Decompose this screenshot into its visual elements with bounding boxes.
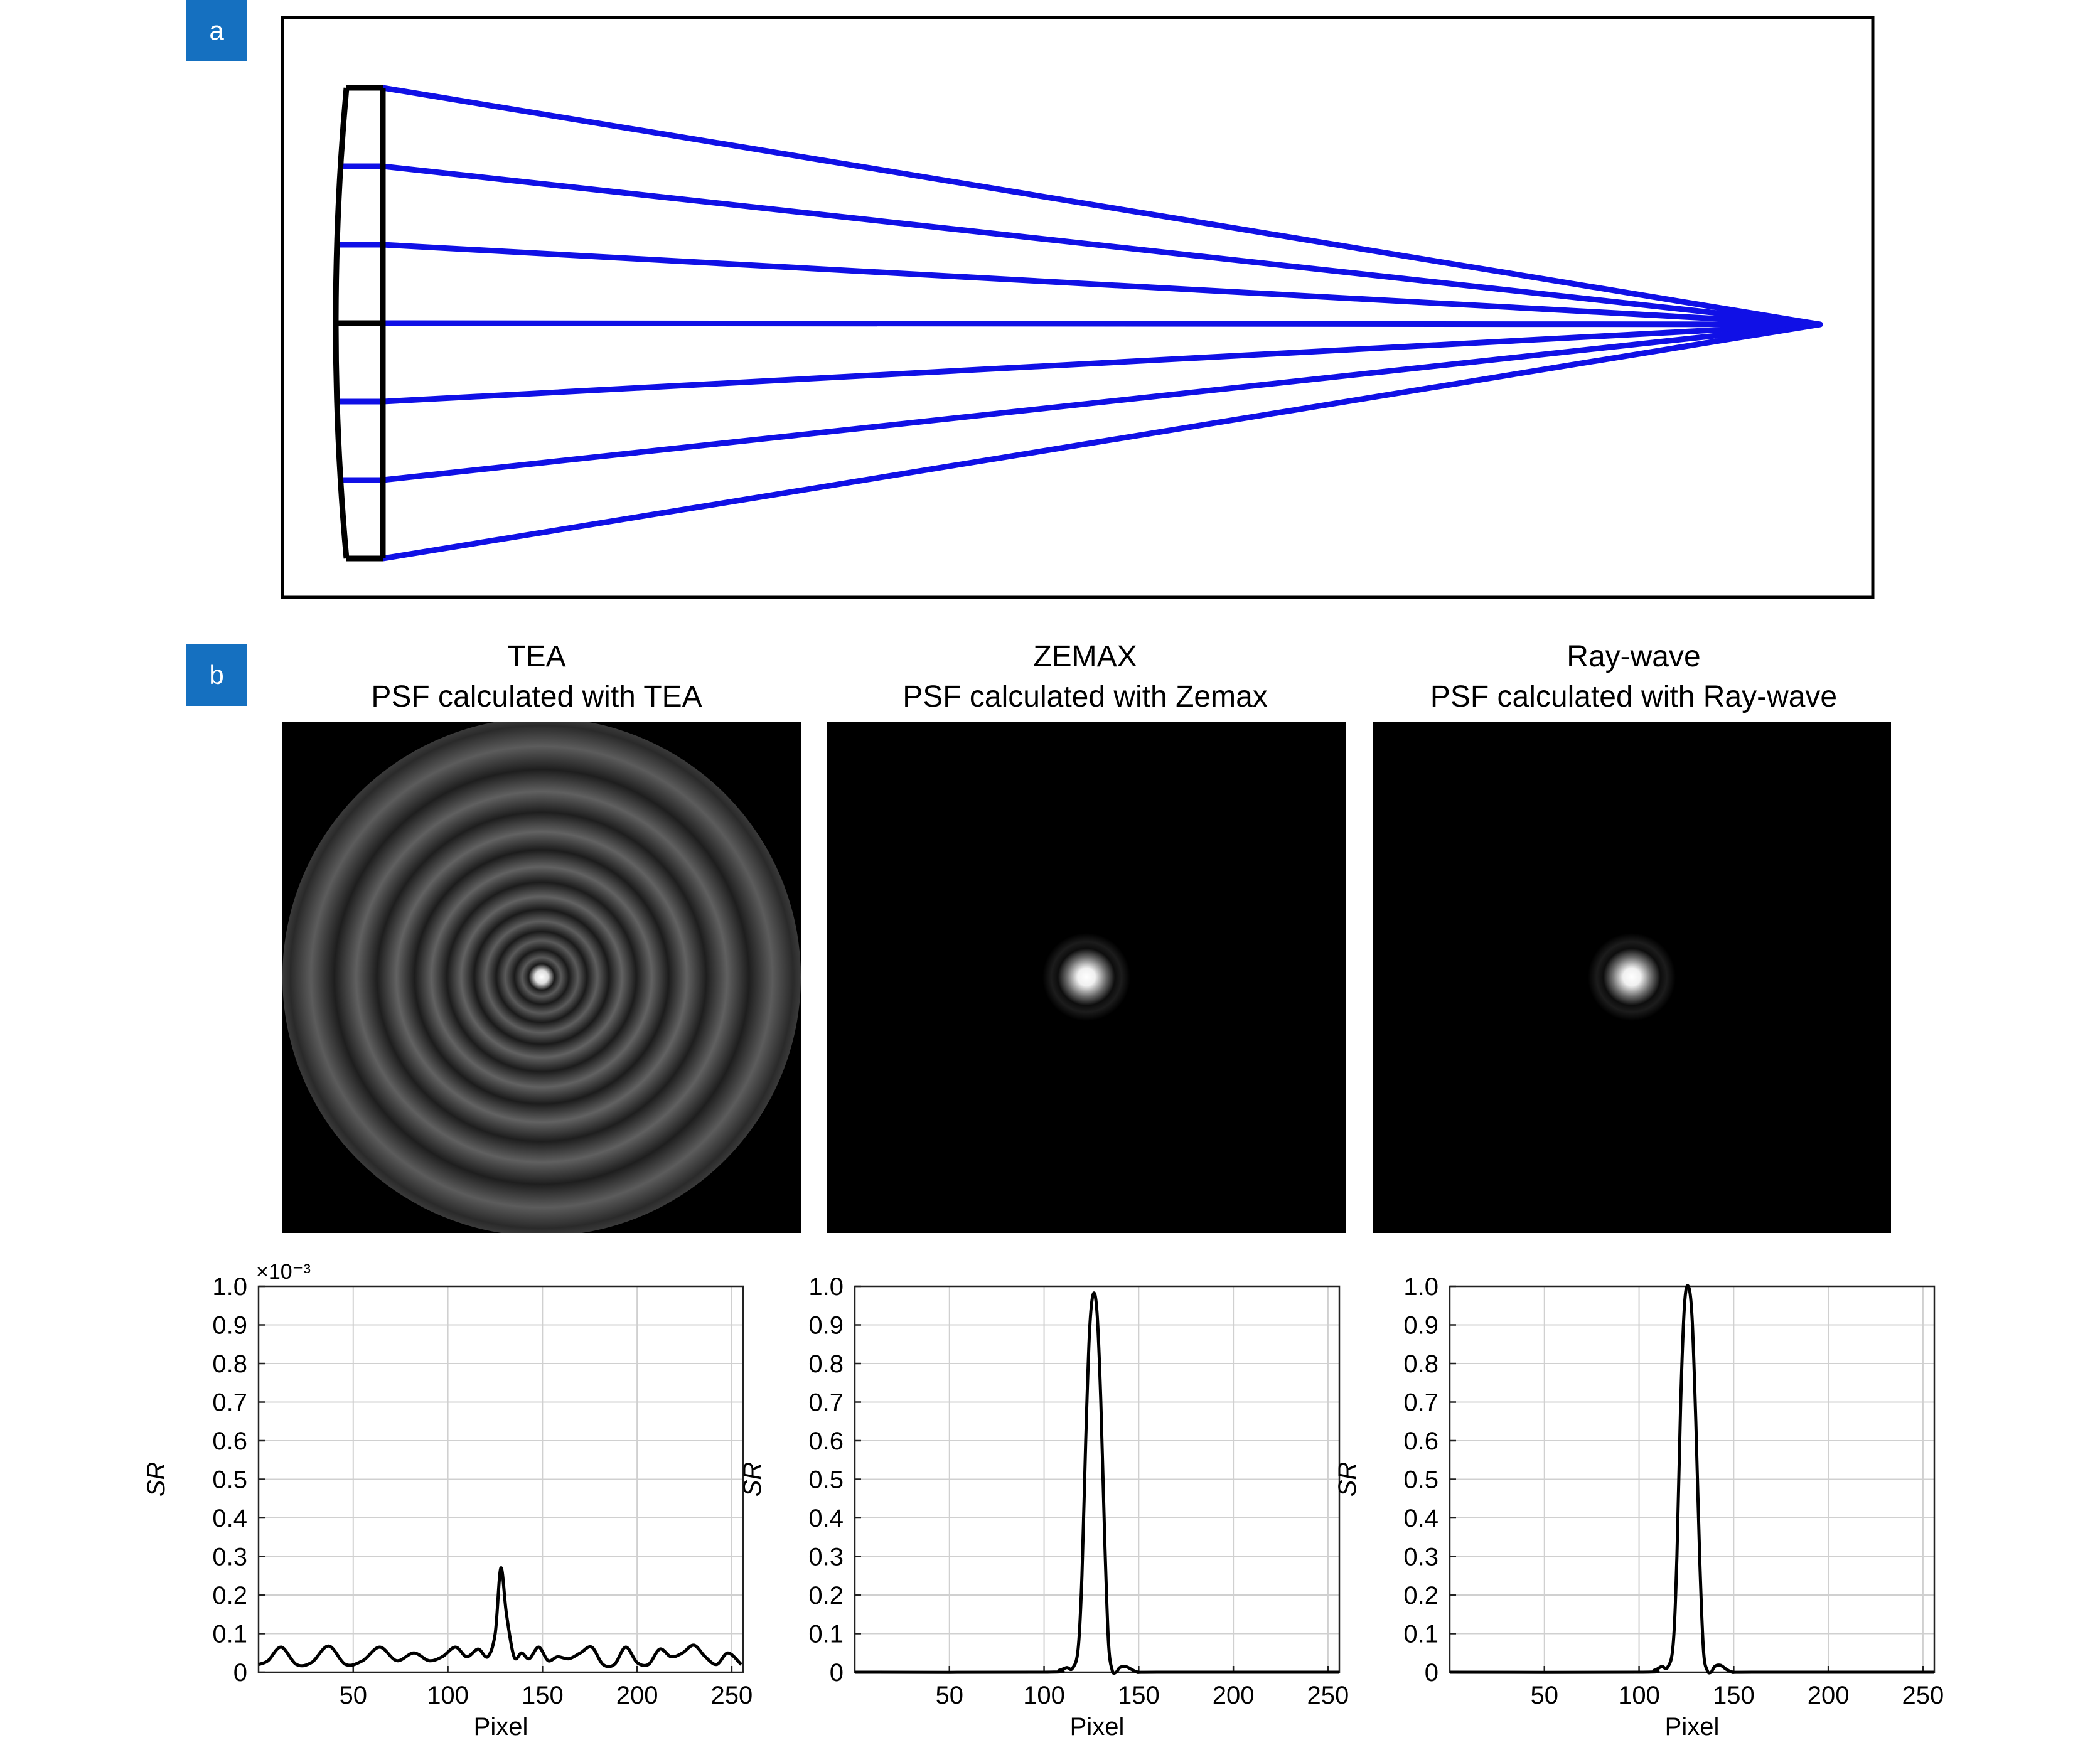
psf-title-zemax-main: ZEMAX <box>1033 640 1137 673</box>
y-tick-label-3: 0.3 <box>808 1544 844 1571</box>
y-tick-label-7: 0.7 <box>1403 1389 1438 1417</box>
y-tick-label-4: 0.4 <box>212 1505 247 1532</box>
x-tick-label-200: 200 <box>616 1682 658 1709</box>
ray-7 <box>380 321 1823 562</box>
y-tick-label-7: 0.7 <box>212 1389 247 1417</box>
psf-title-raywave-sub: PSF calculated with Ray-wave <box>1430 680 1838 713</box>
y-tick-label-5: 0.5 <box>1403 1466 1438 1494</box>
y-tick-label-7: 0.7 <box>808 1389 844 1417</box>
x-tick-label-100: 100 <box>1618 1682 1660 1709</box>
y-tick-label-10: 1.0 <box>212 1273 247 1301</box>
y-tick-label-0: 0 <box>233 1659 247 1687</box>
x-axis-label: Pixel <box>474 1713 528 1741</box>
x-tick-label-50: 50 <box>936 1682 964 1709</box>
ray-1 <box>380 85 1823 328</box>
x-tick-label-200: 200 <box>1213 1682 1255 1709</box>
y-tick-label-8: 0.8 <box>212 1350 247 1378</box>
x-tick-label-100: 100 <box>427 1682 469 1709</box>
sr-curve-raywave <box>1449 1284 1934 1675</box>
ray-trace-diagram <box>281 16 1875 599</box>
psf-title-zemax: ZEMAX PSF calculated with Zemax <box>803 637 1368 717</box>
y-tick-label-5: 0.5 <box>212 1466 247 1494</box>
x-axis-label: Pixel <box>1070 1713 1125 1741</box>
panel-b-badge: b <box>186 644 247 706</box>
y-tick-label-6: 0.6 <box>808 1427 844 1455</box>
x-tick-label-100: 100 <box>1023 1682 1065 1709</box>
y-tick-label-4: 0.4 <box>1403 1505 1438 1532</box>
y-tick-label-9: 0.9 <box>212 1312 247 1340</box>
psf-title-tea-sub: PSF calculated with TEA <box>371 680 702 713</box>
x-axis-label: Pixel <box>1665 1713 1720 1741</box>
y-tick-label-2: 0.2 <box>212 1582 247 1609</box>
x-tick-label-250: 250 <box>1307 1682 1349 1709</box>
y-tick-label-10: 1.0 <box>808 1273 844 1301</box>
psf-title-raywave-main: Ray-wave <box>1567 640 1701 673</box>
zemax-airy-spot <box>1042 933 1130 1021</box>
psf-image-zemax <box>827 722 1346 1233</box>
y-axis-label: SR <box>142 1462 170 1497</box>
lens-element <box>333 85 386 562</box>
y-tick-label-6: 0.6 <box>1403 1427 1438 1455</box>
tea-diffraction-rings <box>282 722 801 1233</box>
ray-4 <box>380 320 1823 328</box>
y-multiplier-label: ×10⁻³ <box>256 1260 311 1284</box>
y-tick-label-2: 0.2 <box>1403 1582 1438 1609</box>
y-tick-label-5: 0.5 <box>808 1466 844 1494</box>
y-tick-label-4: 0.4 <box>808 1505 844 1532</box>
x-tick-label-50: 50 <box>340 1682 368 1709</box>
light-rays <box>335 85 1823 562</box>
ray-6 <box>380 321 1823 483</box>
y-tick-label-3: 0.3 <box>212 1544 247 1571</box>
y-axis-label: SR <box>739 1462 766 1497</box>
x-tick-label-250: 250 <box>711 1682 753 1709</box>
psf-image-tea <box>282 722 801 1233</box>
y-axis-label: SR <box>1334 1462 1361 1497</box>
psf-image-raywave <box>1373 722 1891 1233</box>
psf-title-raywave: Ray-wave PSF calculated with Ray-wave <box>1351 637 1916 717</box>
x-tick-label-250: 250 <box>1902 1682 1944 1709</box>
psf-title-tea: TEA PSF calculated with TEA <box>254 637 819 717</box>
x-tick-label-50: 50 <box>1531 1682 1559 1709</box>
x-tick-label-150: 150 <box>522 1682 564 1709</box>
y-tick-label-10: 1.0 <box>1403 1273 1438 1301</box>
x-tick-label-150: 150 <box>1118 1682 1160 1709</box>
y-tick-label-1: 0.1 <box>808 1621 844 1648</box>
y-tick-label-6: 0.6 <box>212 1427 247 1455</box>
sr-curve-zemax <box>854 1291 1339 1675</box>
y-tick-label-9: 0.9 <box>808 1312 844 1340</box>
raywave-airy-spot <box>1588 933 1676 1021</box>
ray-2 <box>380 163 1823 328</box>
x-tick-label-150: 150 <box>1713 1682 1755 1709</box>
x-tick-label-200: 200 <box>1808 1682 1850 1709</box>
panel-a-badge: a <box>186 0 247 61</box>
ray-3 <box>380 242 1823 328</box>
y-tick-label-9: 0.9 <box>1403 1312 1438 1340</box>
y-tick-label-0: 0 <box>830 1659 844 1687</box>
y-tick-label-8: 0.8 <box>808 1350 844 1378</box>
psf-title-zemax-sub: PSF calculated with Zemax <box>903 680 1268 713</box>
y-tick-label-1: 0.1 <box>212 1621 247 1648</box>
y-tick-label-1: 0.1 <box>1403 1621 1438 1648</box>
sr-curve-tea <box>258 1566 742 1668</box>
y-tick-label-8: 0.8 <box>1403 1350 1438 1378</box>
ray-5 <box>380 321 1823 405</box>
y-tick-label-2: 0.2 <box>808 1582 844 1609</box>
psf-title-tea-main: TEA <box>507 640 566 673</box>
ray-trace-frame <box>281 16 1875 599</box>
y-tick-label-0: 0 <box>1425 1659 1438 1687</box>
y-tick-label-3: 0.3 <box>1403 1544 1438 1571</box>
